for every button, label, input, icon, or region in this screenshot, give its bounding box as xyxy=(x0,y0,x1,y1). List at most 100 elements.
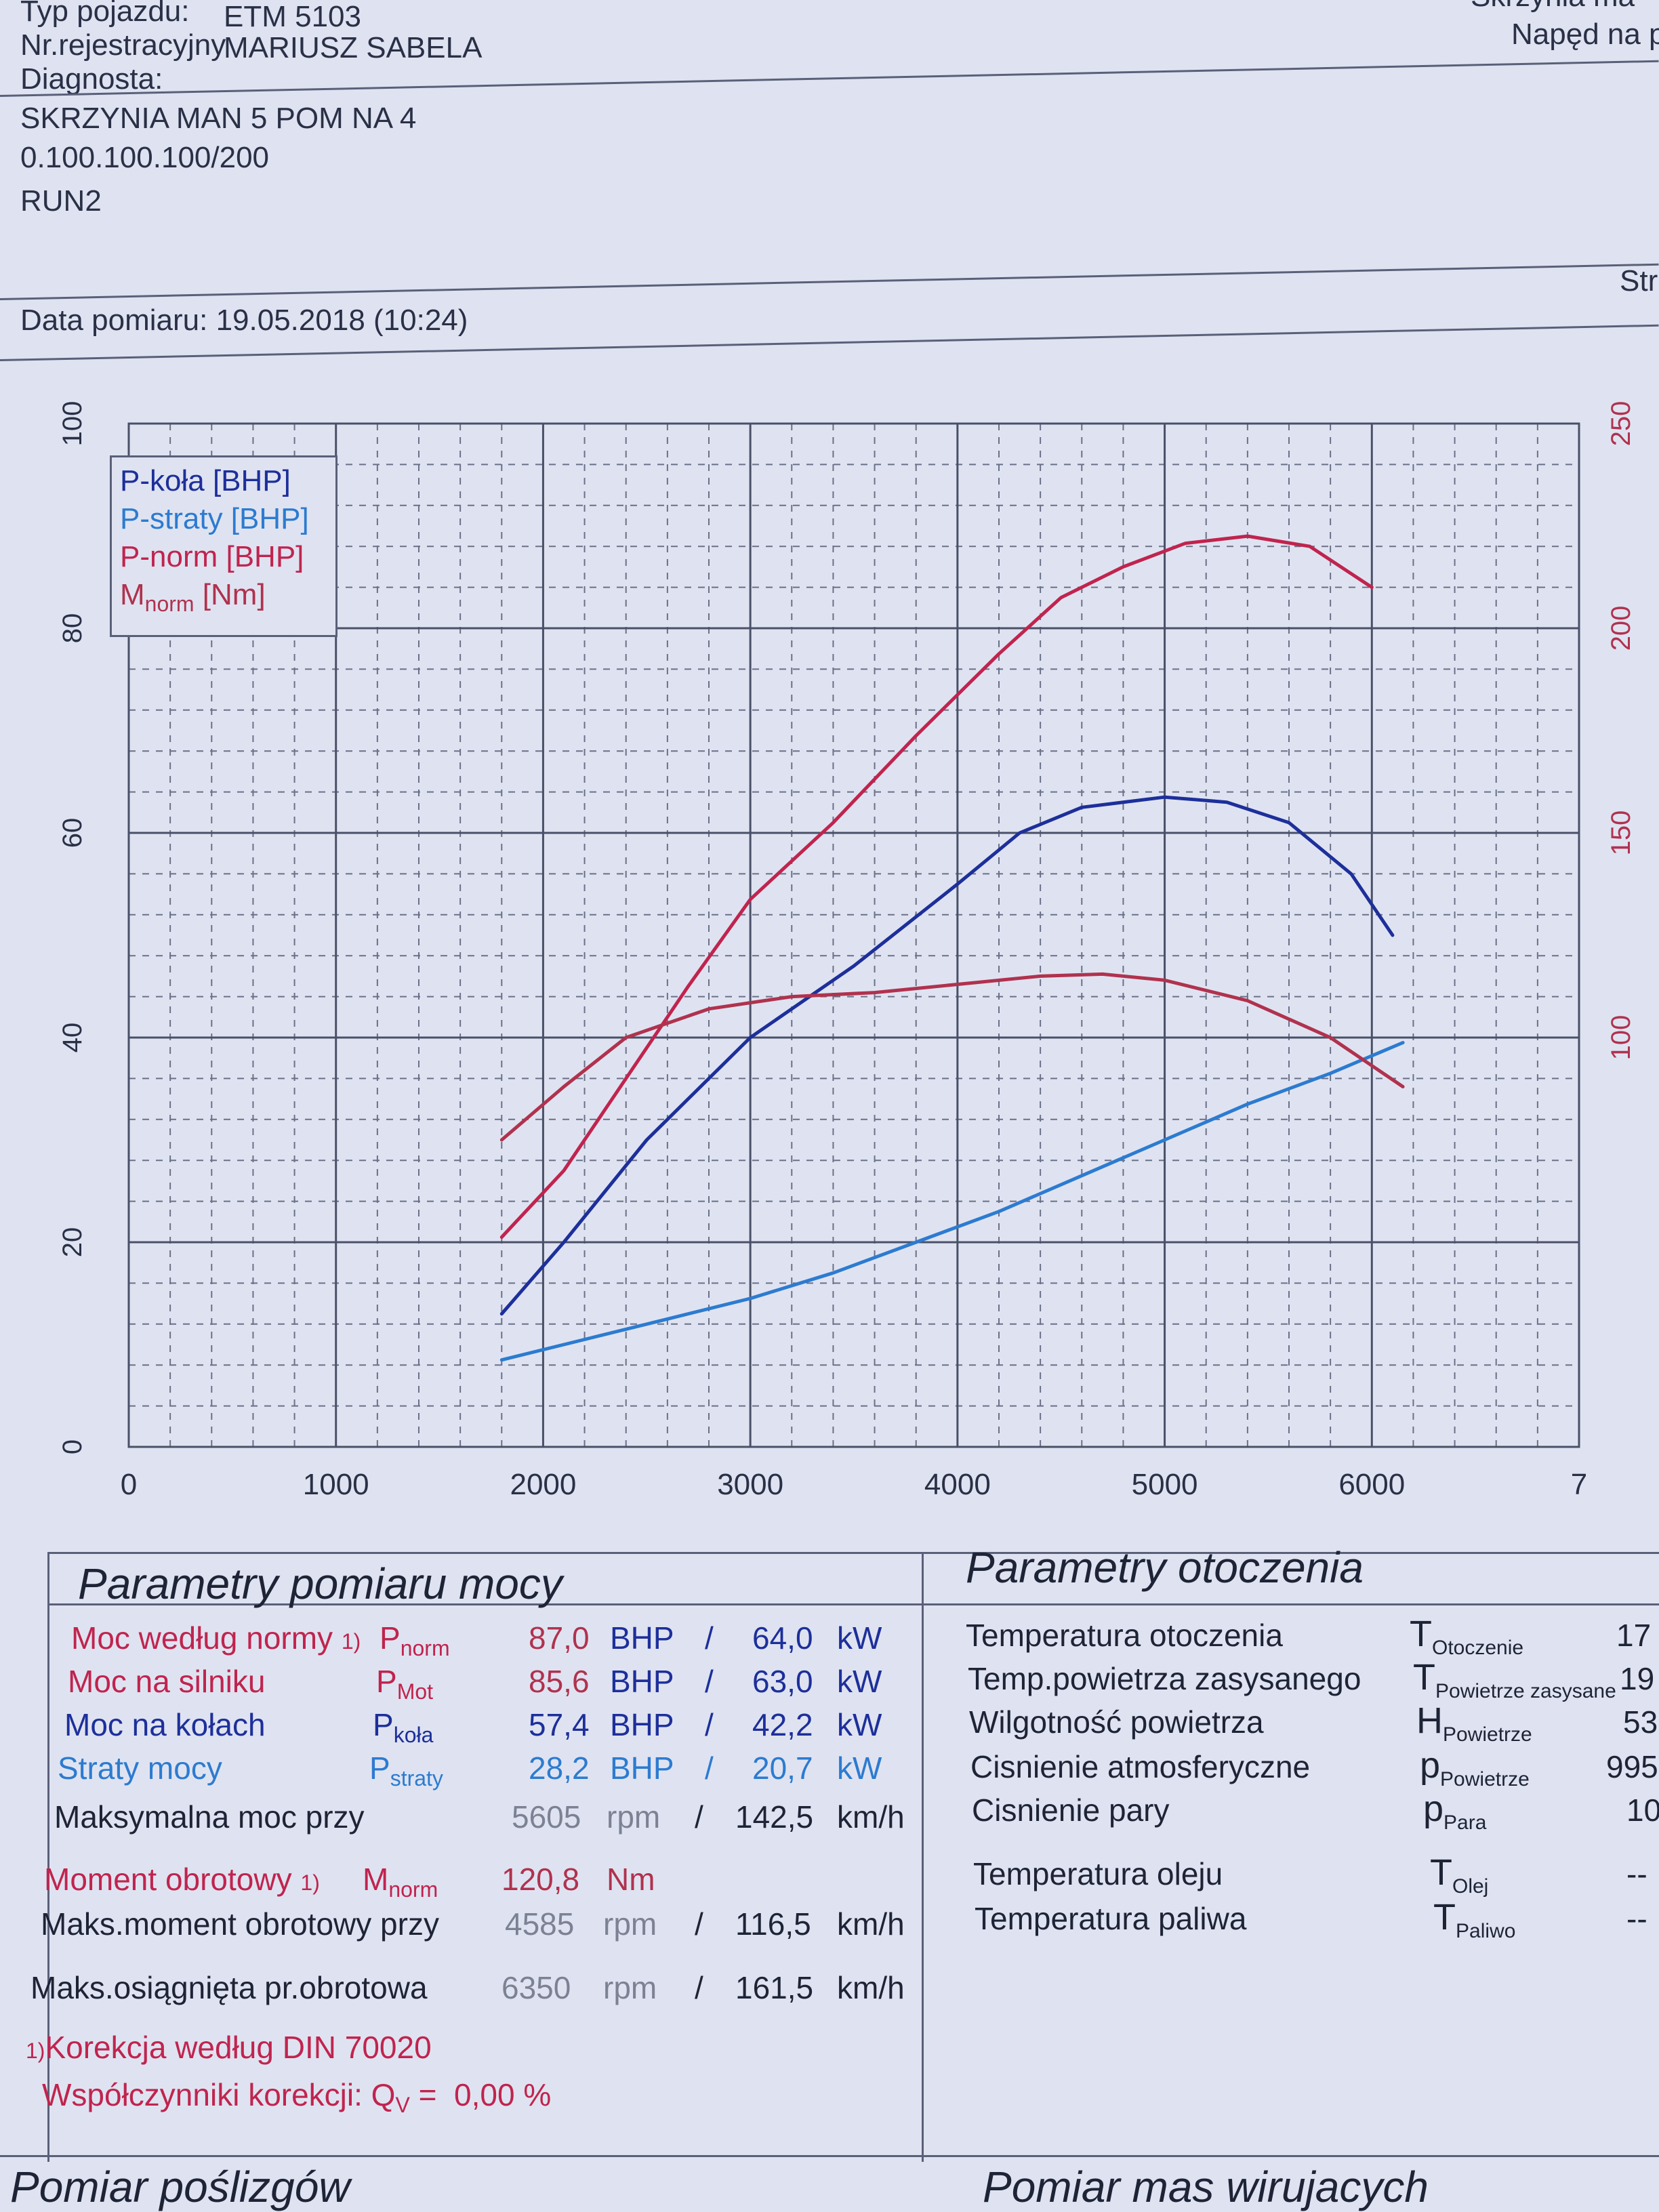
max-torque-label: Maks.moment obrotowy przy xyxy=(41,1906,439,1942)
speed-unit: km/h xyxy=(837,1970,905,2005)
env-label-ambient: Temperatura otoczenia xyxy=(966,1618,1283,1653)
power-label-kola: Moc na kołach xyxy=(64,1707,266,1742)
legend-item-p-straty: P-straty [BHP] xyxy=(120,502,309,535)
speed-unit: km/h xyxy=(837,1799,905,1835)
max-rpm-speed: 161,5 xyxy=(735,1970,814,2005)
env-value-fuel: -- xyxy=(1626,1901,1647,1936)
x-tick-label: 5000 xyxy=(1132,1468,1198,1501)
kw-unit: kW xyxy=(837,1664,882,1699)
series-line-0 xyxy=(499,795,1395,1316)
x-tick-label: 1000 xyxy=(303,1468,369,1501)
sym: p xyxy=(1420,1745,1441,1786)
max-torque-speed: 116,5 xyxy=(735,1906,811,1942)
rotating-mass-title: Pomiar mas wirujacych xyxy=(983,2163,1429,2211)
sym-p: P xyxy=(369,1750,390,1786)
max-power-label: Maksymalna moc przy xyxy=(54,1799,365,1835)
torque-note: 1) xyxy=(300,1870,320,1895)
power-bhp-kola: 57,4 xyxy=(529,1707,590,1742)
power-label-mot: Moc na silniku xyxy=(68,1664,266,1699)
sym: H xyxy=(1416,1700,1443,1741)
params-title-border xyxy=(47,1603,1659,1605)
separator: / xyxy=(695,1970,703,2005)
sym: T xyxy=(1410,1614,1432,1654)
power-kw-norm: 64,0 xyxy=(752,1620,813,1656)
note-line-1: SKRZYNIA MAN 5 POM NA 4 xyxy=(20,102,417,135)
sym-p: P xyxy=(373,1707,394,1742)
max-power-rpm: 5605 xyxy=(512,1799,581,1835)
params-top-border xyxy=(47,1552,1659,1554)
env-value-humidity: 53 xyxy=(1623,1704,1658,1740)
separator: / xyxy=(695,1799,703,1835)
sym: p xyxy=(1423,1788,1444,1829)
rpm-unit: rpm xyxy=(603,1906,657,1942)
y-right-tick-label: 150 xyxy=(1606,811,1636,856)
sym-sub: koła xyxy=(393,1723,434,1748)
legend-m-sub: norm xyxy=(144,591,194,616)
y-left-tick-label: 100 xyxy=(58,401,87,447)
series-layer xyxy=(499,534,1405,1362)
env-sym-oil: TOlej xyxy=(1430,1851,1488,1898)
reg-label: Nr.rejestracyjny xyxy=(20,28,226,62)
legend-item-p-norm: P-norm [BHP] xyxy=(120,540,304,573)
power-kw-mot: 63,0 xyxy=(752,1664,813,1699)
power-sym-mot: PMot xyxy=(376,1663,433,1704)
power-sym-norm: Pnorm xyxy=(380,1620,450,1661)
sym-sub: Otoczenie xyxy=(1432,1636,1524,1659)
correction-text: Korekcja według DIN 70020 xyxy=(45,2030,432,2065)
env-label-intake: Temp.powietrza zasysanego xyxy=(968,1661,1361,1696)
env-value-intake: 19 xyxy=(1620,1661,1655,1696)
y-left-tick-label: 20 xyxy=(58,1227,87,1258)
x-tick-label: 7 xyxy=(1571,1468,1587,1501)
kw-unit: kW xyxy=(837,1750,882,1786)
x-tick-label: 4000 xyxy=(924,1468,991,1501)
env-sym-intake: TPowietrze zasysane xyxy=(1413,1656,1616,1703)
bhp-unit: BHP xyxy=(610,1707,674,1742)
series-line-2 xyxy=(499,534,1374,1239)
separator: / xyxy=(705,1620,714,1656)
bhp-unit: BHP xyxy=(610,1664,674,1699)
sym-m: M xyxy=(363,1862,389,1897)
sym: T xyxy=(1430,1852,1452,1893)
torque-value: 120,8 xyxy=(501,1862,580,1897)
diag-label: Diagnosta: xyxy=(20,62,163,96)
x-tick-label: 3000 xyxy=(717,1468,783,1501)
series-line-3 xyxy=(499,972,1405,1142)
env-label-fuel: Temperatura paliwa xyxy=(975,1901,1247,1936)
max-rpm-value: 6350 xyxy=(501,1970,571,2005)
sym-sub: Powietrze zasysane xyxy=(1435,1679,1616,1702)
y-left-tick-label: 60 xyxy=(58,818,87,848)
grid-major xyxy=(127,422,1580,1448)
env-params-title: Parametry otoczenia xyxy=(966,1543,1364,1592)
sym-sub: straty xyxy=(390,1766,443,1791)
x-tick-label: 6000 xyxy=(1338,1468,1405,1501)
legend-m-main: M xyxy=(120,578,145,611)
y-left-tick-label: 80 xyxy=(58,613,87,644)
power-sym-straty: Pstraty xyxy=(369,1750,443,1791)
params-column-divider xyxy=(922,1552,924,2162)
side-label: Str xyxy=(1620,264,1658,298)
env-value-pressure: 995 xyxy=(1606,1749,1658,1784)
env-label-oil: Temperatura oleju xyxy=(973,1856,1223,1891)
env-sym-humidity: HPowietrze xyxy=(1416,1700,1532,1746)
rpm-unit: rpm xyxy=(603,1970,657,2005)
measurement-date: Data pomiaru: 19.05.2018 (10:24) xyxy=(20,304,468,337)
power-note-norm: 1) xyxy=(341,1629,361,1654)
y-right-tick-label: 250 xyxy=(1606,401,1636,447)
y-left-tick-label: 0 xyxy=(58,1439,87,1454)
power-sym-kola: Pkoła xyxy=(373,1706,433,1748)
sym-sub: norm xyxy=(400,1636,450,1661)
max-rpm-label: Maks.osiągnięta pr.obrotowa xyxy=(30,1970,428,2005)
env-sym-ambient: TOtoczenie xyxy=(1410,1613,1523,1660)
series-line-1 xyxy=(499,1041,1405,1362)
vehicle-type-label: Typ pojazdu: xyxy=(20,0,190,28)
diag-value: MARIUSZ SABELA xyxy=(224,31,483,64)
coef-sub: V xyxy=(395,2093,410,2118)
power-label-norm: Moc według normy 1) xyxy=(71,1620,361,1656)
torque-sym: Mnorm xyxy=(363,1861,438,1902)
torque-label-text: Moment obrotowy xyxy=(44,1862,292,1897)
correction-mark: 1) xyxy=(26,2039,45,2063)
coef-value: 0,00 % xyxy=(454,2077,552,2112)
power-kw-straty: 20,7 xyxy=(752,1750,813,1786)
sym-sub: Powietrze xyxy=(1440,1767,1530,1790)
